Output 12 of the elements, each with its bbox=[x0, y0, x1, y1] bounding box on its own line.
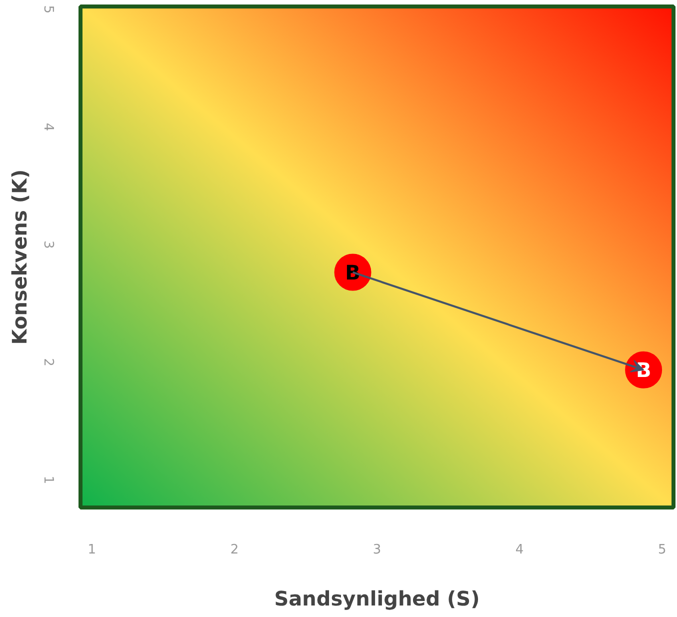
x-tick-label: 4 bbox=[515, 542, 524, 558]
y-tick-label: 4 bbox=[40, 122, 56, 132]
y-axis-title: Konsekvens (K) bbox=[8, 169, 32, 345]
y-tick-label: 5 bbox=[40, 5, 56, 14]
x-tick-label: 1 bbox=[88, 542, 96, 558]
y-tick-label: 2 bbox=[40, 358, 56, 366]
x-tick-label: 5 bbox=[658, 542, 666, 558]
y-tick-label: 3 bbox=[40, 240, 56, 249]
x-axis-title: Sandsynlighed (S) bbox=[274, 586, 480, 610]
x-tick-label: 3 bbox=[372, 542, 382, 558]
x-tick-label: 2 bbox=[230, 542, 239, 558]
y-tick-label: 1 bbox=[40, 476, 56, 484]
